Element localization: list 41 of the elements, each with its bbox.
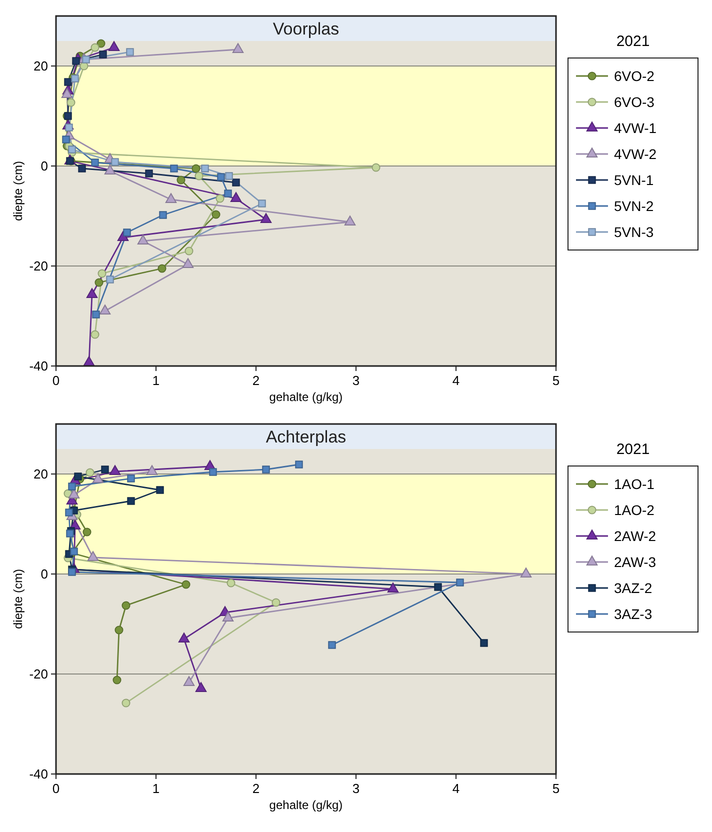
legend-label: 4VW-1: [614, 120, 657, 136]
y-tick-label: -40: [29, 766, 48, 782]
x-tick-label: 0: [52, 781, 60, 796]
legend-label: 2AW-2: [614, 528, 656, 544]
x-tick-label: 4: [452, 373, 460, 388]
x-tick-label: 3: [352, 781, 360, 796]
legend-label: 6VO-2: [614, 68, 655, 84]
chart-title: Achterplas: [266, 428, 346, 446]
legend-label: 4VW-2: [614, 146, 657, 162]
legend-label: 2AW-3: [614, 554, 656, 570]
legend-label: 1AO-1: [614, 476, 655, 492]
legend-label: 6VO-3: [614, 94, 655, 110]
y-tick-label: 20: [34, 466, 48, 482]
x-axis-title: gehalte (g/kg): [269, 798, 343, 812]
y-tick-label: -20: [29, 258, 48, 274]
legend-title: 2021: [616, 33, 650, 50]
legend-label: 5VN-3: [614, 224, 654, 240]
y-tick-label: 0: [40, 158, 48, 174]
x-tick-label: 1: [152, 781, 160, 796]
x-tick-label: 0: [52, 373, 60, 388]
chart-title: Voorplas: [272, 20, 340, 38]
x-axis-title: gehalte (g/kg): [269, 390, 343, 404]
y-axis-title: diepte (cm): [11, 568, 25, 630]
legend-title: 2021: [616, 441, 650, 458]
legend-label: 5VN-2: [614, 198, 654, 214]
x-tick-label: 2: [252, 373, 260, 388]
y-tick-label: -20: [29, 666, 48, 682]
y-axis-title: diepte (cm): [11, 160, 25, 222]
x-tick-label: 1: [152, 373, 160, 388]
x-tick-label: 2: [252, 781, 260, 796]
legend-label: 3AZ-2: [614, 580, 652, 596]
x-tick-label: 5: [552, 373, 560, 388]
y-tick-label: 0: [40, 566, 48, 582]
legend-label: 3AZ-3: [614, 606, 652, 622]
y-tick-label: -40: [29, 358, 48, 374]
x-tick-label: 5: [552, 781, 560, 796]
legend-label: 1AO-2: [614, 502, 655, 518]
x-tick-label: 3: [352, 373, 360, 388]
x-tick-label: 4: [452, 781, 460, 796]
y-tick-label: 20: [34, 58, 48, 74]
legend-label: 5VN-1: [614, 172, 654, 188]
